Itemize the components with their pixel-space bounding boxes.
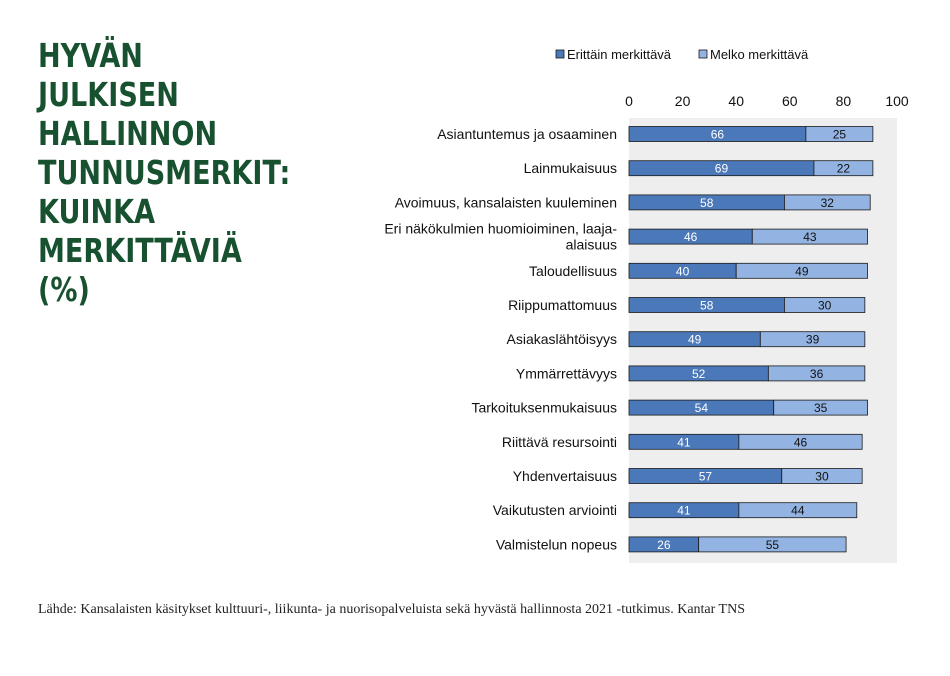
- category-label: Lainmukaisuus: [524, 160, 617, 176]
- category-label-line: Tarkoituksenmukaisuus: [471, 400, 617, 416]
- data-label: 30: [815, 470, 829, 484]
- bar-segment: [784, 297, 866, 313]
- x-tick-label: 20: [675, 93, 691, 109]
- x-tick-label: 40: [728, 93, 744, 109]
- bar-segment: [773, 399, 868, 416]
- data-label: 49: [688, 333, 702, 347]
- data-label: 41: [677, 504, 691, 518]
- category-label: Eri näkökulmien huomioiminen, laaja-alai…: [384, 221, 617, 253]
- bar-segment: [738, 433, 863, 450]
- data-label: 55: [766, 538, 780, 552]
- legend-label: Melko merkittävä: [710, 47, 809, 62]
- data-label: 26: [657, 538, 671, 552]
- category-label-line: Riittävä resursointi: [502, 434, 617, 450]
- data-label: 57: [699, 470, 713, 484]
- data-label: 22: [837, 162, 851, 176]
- legend-label: Erittäin merkittävä: [567, 47, 672, 62]
- bar-segment: [784, 194, 871, 211]
- category-label-line: Lainmukaisuus: [524, 160, 617, 176]
- data-label: 49: [795, 264, 809, 278]
- data-label: 54: [695, 401, 709, 415]
- category-label-line: Vaikutusten arviointi: [493, 502, 617, 518]
- category-label-line: Valmistelun nopeus: [496, 536, 617, 552]
- category-label-line: Avoimuus, kansalaisten kuuleminen: [395, 194, 617, 210]
- data-label: 36: [810, 367, 824, 381]
- bar-segment: [738, 502, 858, 519]
- data-label: 40: [676, 264, 690, 278]
- x-tick-label: 60: [782, 93, 798, 109]
- data-label: 32: [821, 196, 835, 210]
- data-label: 41: [677, 435, 691, 449]
- category-label: Yhdenvertaisuus: [513, 468, 617, 484]
- category-label-line: Riippumattomuus: [508, 297, 617, 313]
- data-label: 46: [684, 230, 698, 244]
- bar-segment: [759, 331, 866, 348]
- category-label: Avoimuus, kansalaisten kuuleminen: [395, 194, 617, 210]
- category-label-line: Asiantuntemus ja osaaminen: [437, 126, 617, 142]
- legend-swatch: [698, 49, 708, 59]
- category-label: Riippumattomuus: [508, 297, 617, 313]
- category-label-line: Ymmärrettävyys: [516, 365, 617, 381]
- data-label: 30: [818, 299, 832, 313]
- x-tick-label: 80: [836, 93, 852, 109]
- bar-segment: [698, 536, 847, 553]
- category-label: Tarkoituksenmukaisuus: [471, 400, 617, 416]
- data-label: 44: [791, 504, 805, 518]
- category-label-line: Taloudellisuus: [529, 263, 617, 279]
- x-tick-label: 100: [885, 93, 909, 109]
- bar-segment: [805, 126, 874, 142]
- category-label: Riittävä resursointi: [502, 434, 617, 450]
- data-label: 66: [711, 128, 725, 142]
- bar-segment: [751, 228, 868, 245]
- category-label: Asiakaslähtöisyys: [507, 331, 618, 347]
- data-label: 46: [794, 435, 808, 449]
- bar-segment: [767, 365, 866, 382]
- category-label-line: Asiakaslähtöisyys: [507, 331, 618, 347]
- category-label: Asiantuntemus ja osaaminen: [437, 126, 617, 142]
- data-label: 69: [715, 162, 729, 176]
- data-label: 58: [700, 196, 714, 210]
- source-note: Lähde: Kansalaisten käsitykset kulttuuri…: [38, 602, 745, 617]
- data-label: 35: [814, 401, 828, 415]
- bar-segment: [735, 262, 868, 279]
- category-label: Ymmärrettävyys: [516, 365, 617, 381]
- category-label-line: Eri näkökulmien huomioiminen, laaja-: [384, 221, 617, 237]
- data-label: 39: [806, 333, 820, 347]
- x-tick-label: 0: [625, 93, 633, 109]
- data-label: 52: [692, 367, 706, 381]
- data-label: 58: [700, 299, 714, 313]
- bar-segment: [781, 468, 863, 484]
- category-label-line: Yhdenvertaisuus: [513, 468, 617, 484]
- category-label-line: alaisuus: [566, 237, 617, 253]
- category-label: Vaikutusten arviointi: [493, 502, 617, 518]
- category-label: Taloudellisuus: [529, 263, 617, 279]
- chart-title: HYVÄN JULKISEN HALLINNON TUNNUSMERKIT: K…: [38, 36, 291, 309]
- bar-segment: [813, 160, 874, 177]
- data-label: 25: [833, 128, 847, 142]
- category-label: Valmistelun nopeus: [496, 536, 617, 552]
- legend-swatch: [555, 49, 565, 59]
- data-label: 43: [803, 230, 817, 244]
